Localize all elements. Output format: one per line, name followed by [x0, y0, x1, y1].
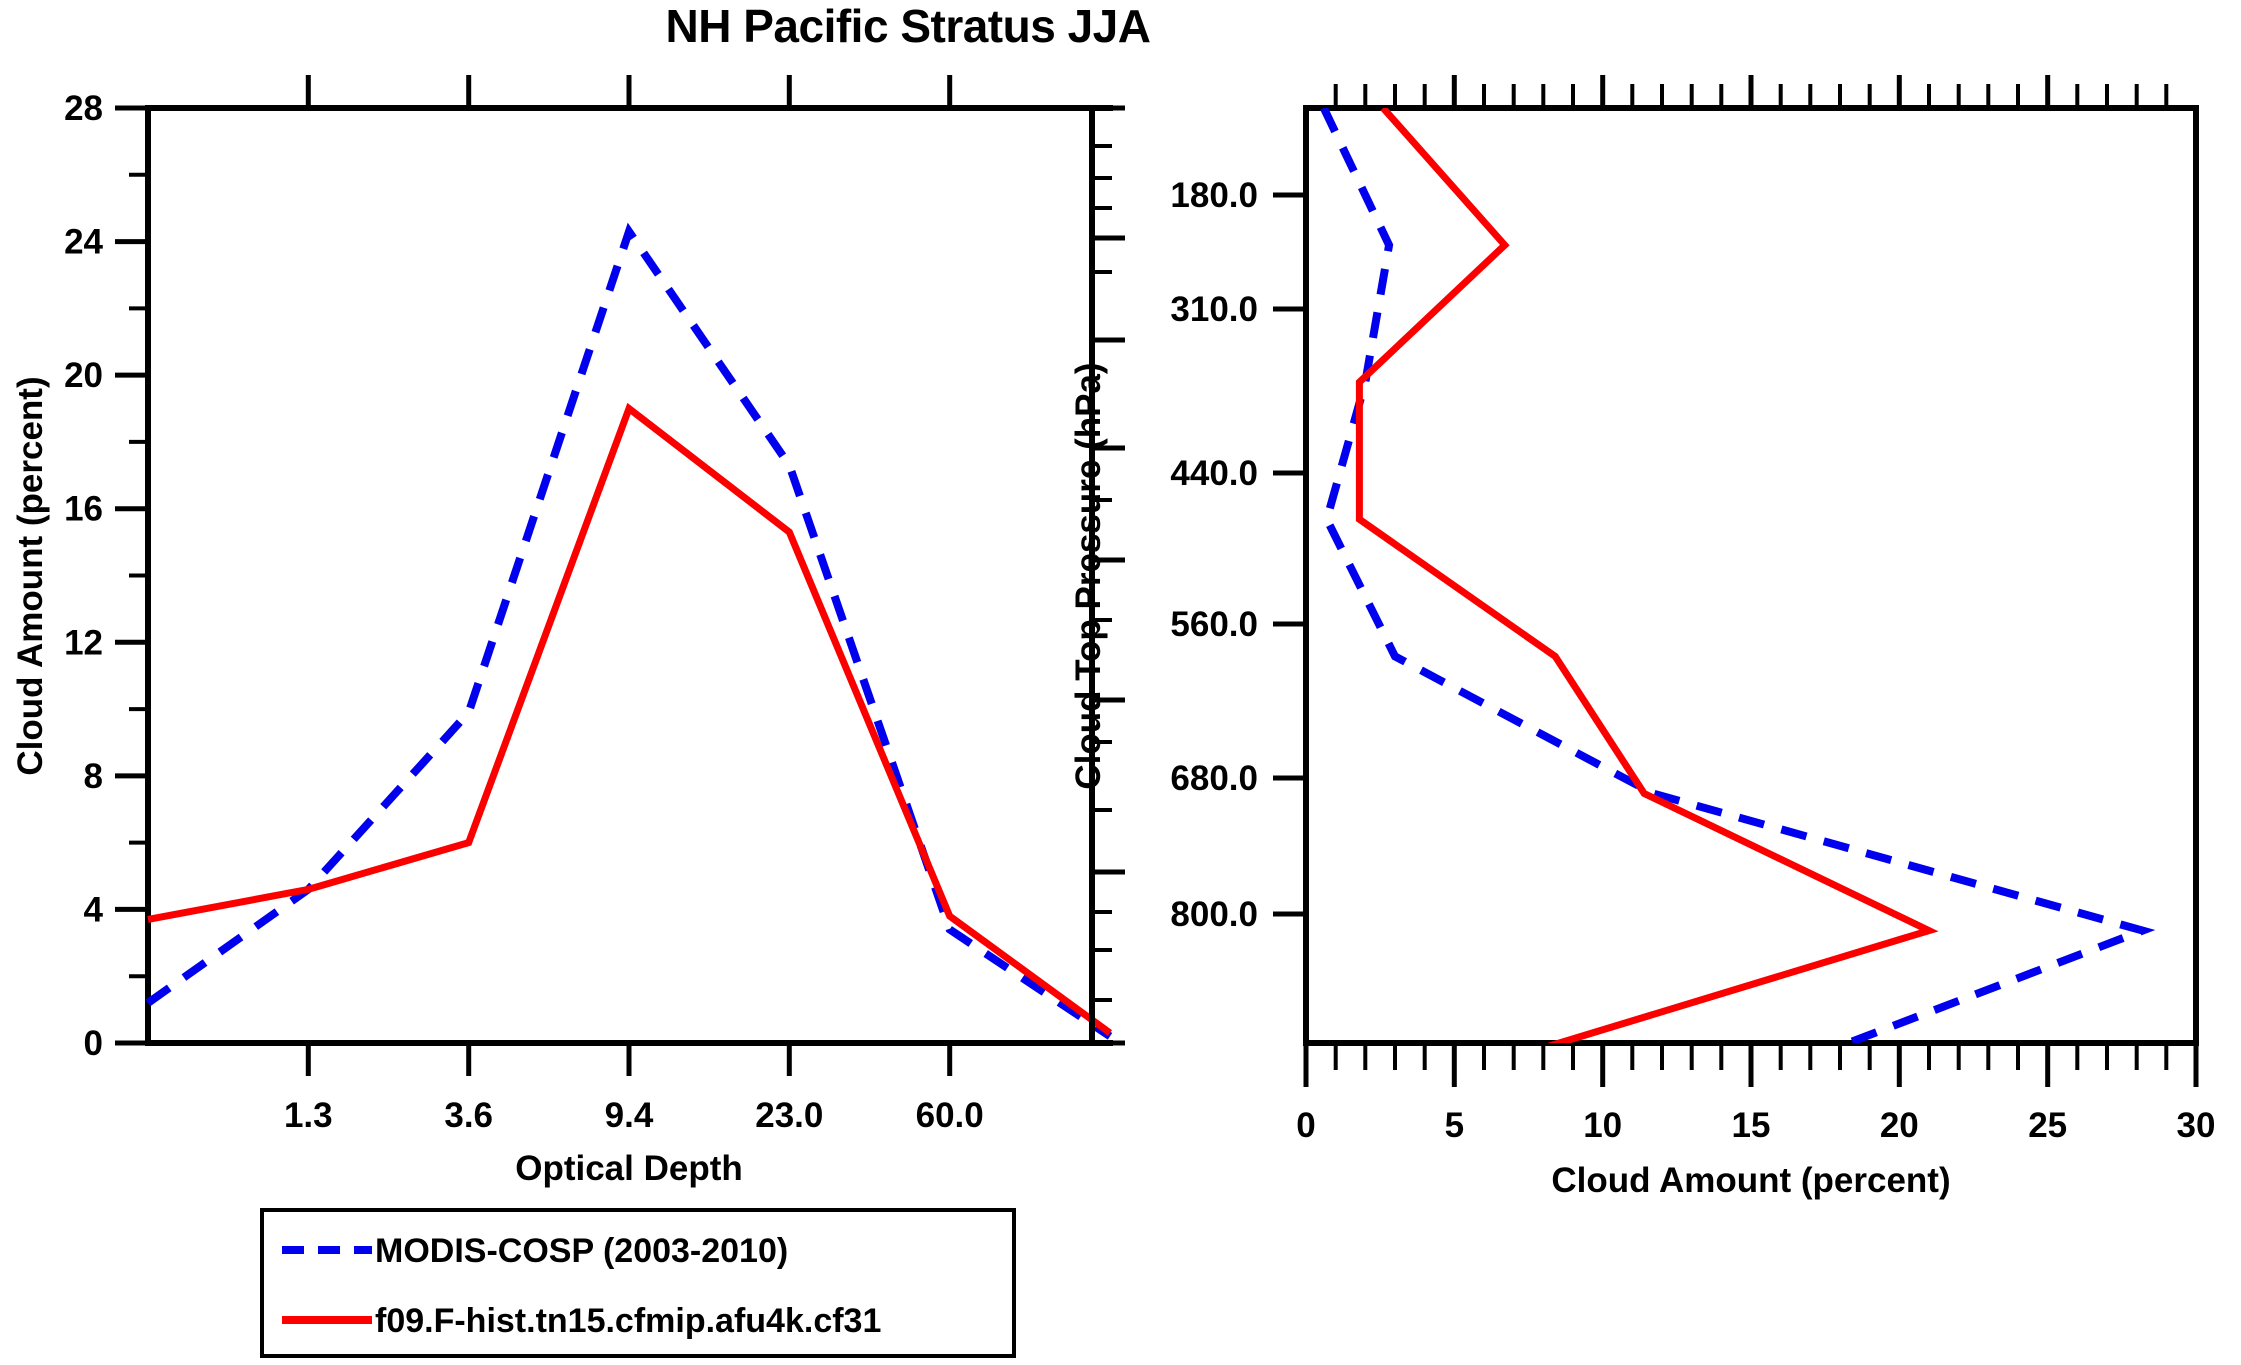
legend-label-model: f09.F-hist.tn15.cfmip.afu4k.cf31: [375, 1302, 881, 1340]
x-tick-label: 10: [1583, 1106, 1622, 1145]
x-tick-label: 23.0: [755, 1096, 823, 1135]
y-tick-label: 28: [64, 89, 103, 128]
right-panel-x-major-ticks-bottom: [1303, 1043, 2199, 1087]
right-panel-x-tick-labels: 0 5 10 15 20 25 30: [1296, 1106, 2215, 1145]
right-panel-y-axis-title: Cloud Top Pressure (hPa): [1069, 362, 1108, 789]
x-tick-label: 30: [2177, 1106, 2216, 1145]
x-tick-label: 25: [2028, 1106, 2067, 1145]
left-panel-y-tick-labels: 28 24 20 16 12 8 4 0: [64, 89, 103, 1063]
right-panel-series-obs: [1320, 108, 2156, 1043]
right-panel-series-model: [1355, 108, 1939, 1043]
right-panel: Cloud Top Pressure (hPa) 180.0 310.0 440…: [1069, 75, 2215, 1200]
y-tick-label: 0: [84, 1024, 103, 1063]
x-tick-label: 3.6: [444, 1096, 493, 1135]
right-panel-y-major-ticks: [1273, 192, 1306, 917]
legend: MODIS-COSP (2003-2010) f09.F-hist.tn15.c…: [260, 1208, 1016, 1358]
right-panel-secondary-spine: [1089, 105, 1125, 1046]
left-panel-x-axis-title: Optical Depth: [515, 1149, 743, 1188]
right-panel-x-minor-ticks-top: [1333, 84, 2169, 108]
left-panel: 28 24 20 16 12 8 4 0 Cloud Amount (perce…: [11, 75, 1113, 1188]
y-tick-label: 8: [84, 757, 103, 796]
y-tick-label: 560.0: [1170, 605, 1258, 644]
left-panel-x-tick-labels: 1.3 3.6 9.4 23.0 60.0: [284, 1096, 984, 1135]
legend-border: [260, 1208, 1016, 1358]
left-panel-y-major-ticks: [115, 105, 148, 1046]
y-tick-label: 680.0: [1170, 759, 1258, 798]
left-panel-series-obs: [145, 222, 1113, 1040]
y-tick-label: 800.0: [1170, 895, 1258, 934]
right-panel-x-major-ticks-top: [1451, 75, 2051, 108]
y-tick-label: 20: [64, 356, 103, 395]
left-panel-series-model: [147, 402, 1113, 1036]
right-panel-y-tick-labels: 180.0 310.0 440.0 560.0 680.0 800.0: [1170, 176, 1258, 934]
left-panel-y-axis-title: Cloud Amount (percent): [11, 376, 50, 775]
x-tick-label: 60.0: [916, 1096, 984, 1135]
right-panel-x-minor-ticks-bottom: [1333, 1043, 2169, 1070]
y-tick-label: 4: [84, 890, 104, 929]
x-tick-label: 1.3: [284, 1096, 333, 1135]
x-tick-label: 5: [1445, 1106, 1464, 1145]
page-title: NH Pacific Stratus JJA: [666, 0, 1151, 52]
y-tick-label: 440.0: [1170, 454, 1258, 493]
x-tick-label: 15: [1732, 1106, 1771, 1145]
x-tick-label: 20: [1880, 1106, 1919, 1145]
y-tick-label: 310.0: [1170, 290, 1258, 329]
x-tick-label: 9.4: [605, 1096, 654, 1135]
legend-label-obs: MODIS-COSP (2003-2010): [375, 1232, 788, 1270]
left-panel-y-minor-ticks: [129, 172, 148, 979]
y-tick-label: 24: [64, 223, 103, 262]
y-tick-label: 12: [64, 623, 103, 662]
x-tick-label: 0: [1296, 1106, 1315, 1145]
left-panel-x-major-ticks-top: [305, 75, 953, 108]
right-panel-x-axis-title: Cloud Amount (percent): [1551, 1161, 1950, 1200]
y-tick-label: 180.0: [1170, 176, 1258, 215]
left-panel-x-major-ticks-bottom: [305, 1043, 953, 1076]
y-tick-label: 16: [64, 490, 103, 529]
